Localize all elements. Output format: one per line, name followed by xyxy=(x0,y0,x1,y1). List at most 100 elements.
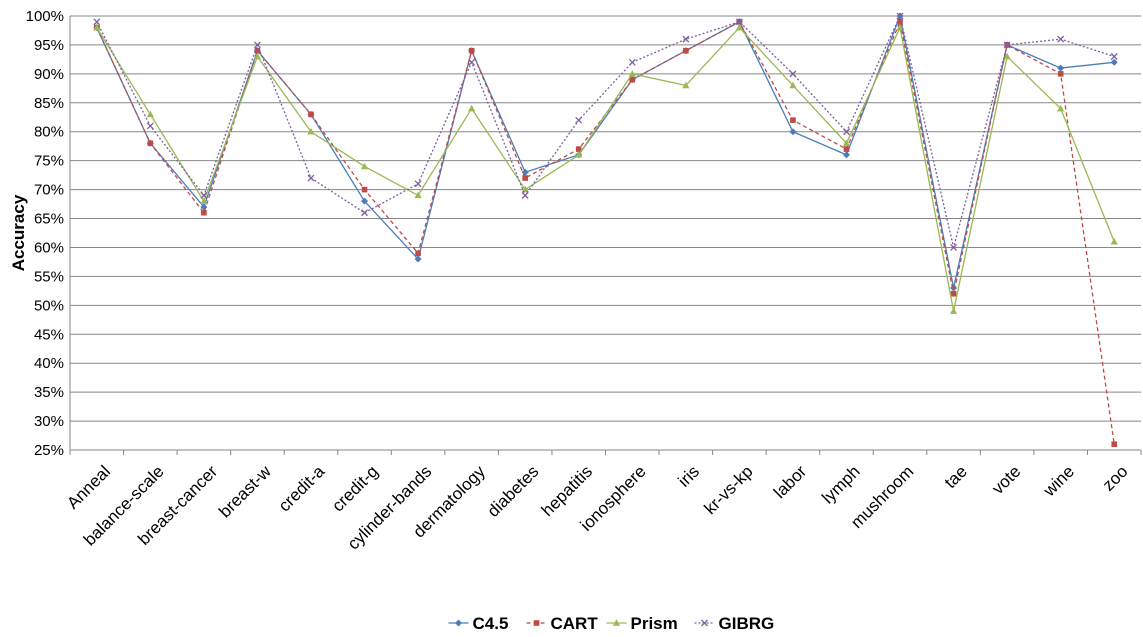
y-axis-title: Accuracy xyxy=(9,194,28,271)
data-point-prism xyxy=(1003,52,1011,60)
data-point-prism xyxy=(360,162,369,170)
data-point-c4-5 xyxy=(414,255,422,263)
marker-stroke xyxy=(253,41,261,49)
data-point-cart xyxy=(201,209,207,216)
data-point-cart xyxy=(1057,71,1064,77)
data-point-prism xyxy=(1110,237,1118,245)
legend-marker-c4-5 xyxy=(455,619,462,627)
gridlines xyxy=(70,15,1141,451)
marker-stroke xyxy=(93,18,101,26)
data-point-c4-5 xyxy=(1110,58,1118,66)
marker-stroke xyxy=(361,209,368,217)
data-point-gibrg xyxy=(682,35,690,43)
data-point-cart xyxy=(254,47,261,54)
data-point-gibrg xyxy=(200,191,208,199)
series-line-cart xyxy=(96,19,1115,445)
y-tick-label: 70% xyxy=(34,182,64,199)
legend-label-c4-5: C4.5 xyxy=(473,614,509,633)
data-point-prism xyxy=(896,23,904,31)
data-point-cart xyxy=(897,18,903,25)
data-point-gibrg xyxy=(93,18,101,26)
data-point-prism xyxy=(253,52,262,60)
marker-stroke xyxy=(468,58,476,66)
series-line-gibrg xyxy=(96,14,1115,248)
y-tick-label: 80% xyxy=(34,124,64,141)
y-tick-label: 55% xyxy=(34,268,64,285)
data-point-prism xyxy=(93,23,101,31)
y-tick-label: 85% xyxy=(34,95,64,112)
data-point-c4-5 xyxy=(521,168,529,176)
data-point-prism xyxy=(468,104,476,112)
data-point-cart xyxy=(843,146,850,152)
y-tick-label: 75% xyxy=(34,153,64,170)
data-point-prism xyxy=(1057,104,1065,112)
data-point-gibrg xyxy=(468,58,476,66)
legend-item-cart: CART xyxy=(526,614,598,633)
marker-stroke xyxy=(701,619,708,627)
data-point-gibrg xyxy=(789,70,797,78)
data-point-prism xyxy=(414,191,422,199)
data-point-prism xyxy=(628,70,636,77)
marker-stroke xyxy=(146,122,154,130)
x-tick-label: credit-a xyxy=(275,461,329,515)
data-point-prism xyxy=(146,110,154,118)
data-point-gibrg xyxy=(1110,53,1118,60)
y-tick-label: 40% xyxy=(34,355,64,372)
data-point-cart xyxy=(950,290,957,297)
data-point-prism xyxy=(307,127,315,135)
y-tick-label: 25% xyxy=(34,442,64,459)
y-tick-label: 50% xyxy=(34,297,64,314)
legend-marker-cart xyxy=(533,620,540,626)
marker-stroke xyxy=(1110,53,1118,60)
y-tick-label: 100% xyxy=(26,8,64,25)
legend: C4.5 CART Prism GIBRG xyxy=(448,614,774,633)
x-tick-label: labor xyxy=(770,462,810,502)
marker-stroke xyxy=(1057,35,1065,43)
y-tick-label: 65% xyxy=(34,211,64,228)
x-axis-ticks xyxy=(69,450,1142,455)
data-point-gibrg xyxy=(896,12,904,20)
data-point-gibrg xyxy=(307,174,315,182)
data-point-prism xyxy=(735,23,743,31)
legend-marker-gibrg xyxy=(701,619,708,627)
legend-item-c4-5: C4.5 xyxy=(448,614,509,633)
marker-stroke xyxy=(200,191,208,199)
legend-label-prism: Prism xyxy=(631,614,678,633)
data-point-gibrg xyxy=(1003,41,1011,49)
data-point-gibrg xyxy=(146,122,154,130)
marker-stroke xyxy=(843,128,850,136)
data-point-prism xyxy=(789,81,797,89)
data-point-c4-5 xyxy=(789,128,797,136)
legend-item-prism: Prism xyxy=(606,614,678,633)
data-point-cart xyxy=(1111,441,1118,448)
x-tick-label: tae xyxy=(941,462,971,492)
marker-stroke xyxy=(1003,41,1011,49)
legend-item-gibrg: GIBRG xyxy=(694,614,774,633)
x-tick-label: Anneal xyxy=(63,462,114,513)
data-point-gibrg xyxy=(361,209,368,217)
data-point-gibrg xyxy=(1057,35,1065,43)
marker-stroke xyxy=(896,12,904,20)
data-point-gibrg xyxy=(628,58,636,66)
y-tick-label: 60% xyxy=(34,239,64,256)
x-tick-label: lymph xyxy=(818,462,864,508)
y-tick-labels: 25% 30% 35% 40% 45% 50% 55% 60% 65% 70% 75% 80% 85% 9… xyxy=(26,8,64,459)
x-tick-label: zoo xyxy=(1099,462,1132,495)
data-point-cart xyxy=(575,146,582,152)
marker-stroke xyxy=(789,70,797,78)
data-point-gibrg xyxy=(521,191,529,199)
series-prism xyxy=(93,23,1118,314)
y-tick-label: 30% xyxy=(34,413,64,430)
data-point-cart xyxy=(308,111,314,118)
data-point-gibrg xyxy=(950,244,958,251)
data-point-c4-5 xyxy=(1057,64,1065,72)
x-tick-label: diabetes xyxy=(484,462,543,521)
data-point-gibrg xyxy=(414,180,422,188)
data-point-gibrg xyxy=(253,41,261,49)
y-tick-label: 95% xyxy=(34,37,64,54)
data-point-cart xyxy=(468,47,475,54)
data-point-c4-5 xyxy=(950,284,958,292)
data-point-c4-5 xyxy=(361,197,369,205)
data-point-prism xyxy=(200,197,208,204)
